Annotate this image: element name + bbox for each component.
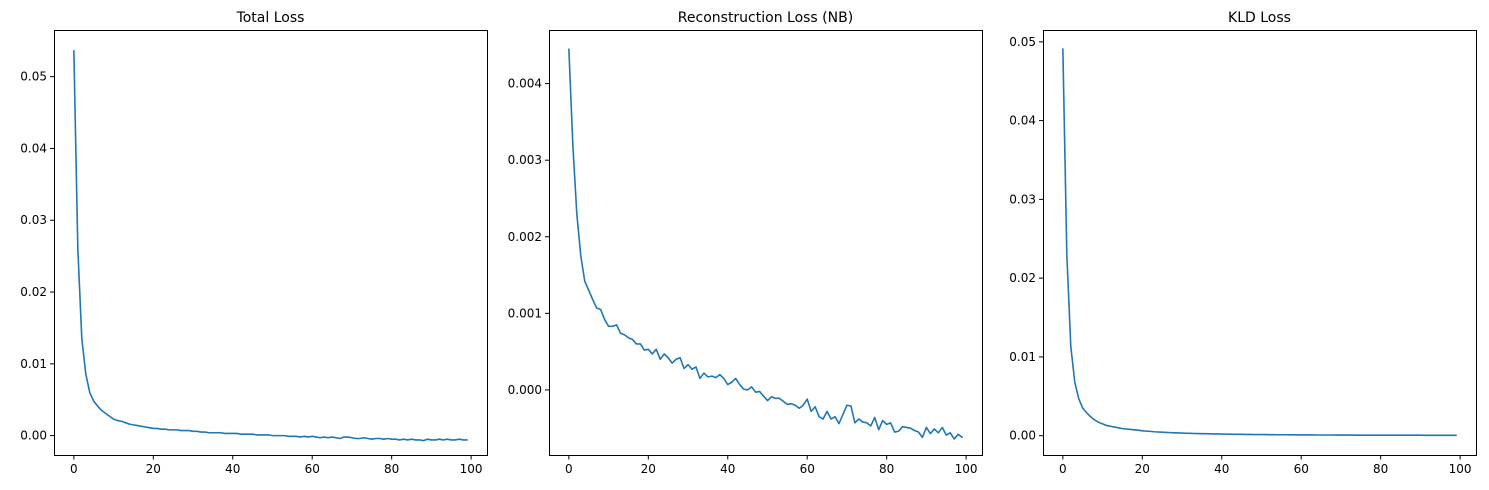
x-tick-label: 40	[720, 462, 735, 476]
x-tick-label: 0	[1059, 462, 1067, 476]
x-tick-label: 60	[1294, 462, 1309, 476]
series-line	[73, 50, 468, 442]
series-line	[568, 48, 963, 440]
y-tick-label: 0.000	[508, 383, 542, 397]
kld-loss-panel: KLD Loss 0 20 40 60 80 100 0.00 0.01 0.02 0.03 0.0…	[1009, 10, 1477, 476]
y-tick-label: 0.04	[1009, 114, 1036, 128]
x-tick-label: 100	[460, 462, 483, 476]
x-tick-label: 40	[225, 462, 240, 476]
axes-frame	[549, 30, 983, 456]
axes-frame	[1043, 30, 1477, 456]
plot-area: 0 20 40 60 80 100 0.00 0.01 0.02 0.03 0.04 0.05	[20, 30, 488, 476]
y-tick-label: 0.03	[1009, 192, 1036, 206]
y-tick-label: 0.01	[20, 357, 47, 371]
y-tick-label: 0.002	[508, 230, 542, 244]
y-tick-label: 0.004	[508, 77, 542, 91]
x-tick-label: 60	[800, 462, 815, 476]
y-tick-label: 0.03	[20, 213, 47, 227]
x-tick-label: 80	[384, 462, 399, 476]
y-tick-label: 0.04	[20, 141, 47, 155]
y-tick-label: 0.05	[1009, 35, 1036, 49]
y-tick-label: 0.00	[1009, 429, 1036, 443]
x-tick-label: 20	[641, 462, 656, 476]
chart-title: Reconstruction Loss (NB)	[678, 10, 853, 26]
reconstruction-loss-panel: Reconstruction Loss (NB) 0 20 40 60 80 100 0.0…	[508, 10, 983, 476]
axes-frame	[54, 30, 488, 456]
x-tick-label: 80	[879, 462, 894, 476]
x-tick-label: 20	[146, 462, 161, 476]
x-tick-label: 40	[1214, 462, 1229, 476]
y-tick-label: 0.01	[1009, 350, 1036, 364]
y-tick-label: 0.02	[20, 285, 47, 299]
x-tick-label: 0	[565, 462, 573, 476]
x-tick-label: 20	[1135, 462, 1150, 476]
x-tick-label: 100	[1449, 462, 1472, 476]
chart-title: Total Loss	[236, 10, 305, 26]
x-tick-label: 80	[1373, 462, 1388, 476]
series-line	[1062, 48, 1457, 437]
chart-title: KLD Loss	[1228, 10, 1291, 26]
plot-area: 0 20 40 60 80 100 0.00 0.01 0.02 0.03 0.04 0.05	[1009, 30, 1477, 476]
y-tick-label: 0.001	[508, 306, 542, 320]
total-loss-panel: Total Loss 0 20 40 60 80 1000.000.010.020.030…	[20, 10, 488, 476]
x-tick-label: 0	[70, 462, 78, 476]
y-tick-label: 0.02	[1009, 271, 1036, 285]
plot-area: 0 20 40 60 80 100 0.000 0.001 0.002 0.003 0.004	[508, 30, 983, 476]
y-tick-label: 0.00	[20, 429, 47, 443]
y-tick-label: 0.003	[508, 153, 542, 167]
x-tick-label: 100	[955, 462, 978, 476]
y-tick-label: 0.05	[20, 70, 47, 84]
x-tick-label: 60	[305, 462, 320, 476]
